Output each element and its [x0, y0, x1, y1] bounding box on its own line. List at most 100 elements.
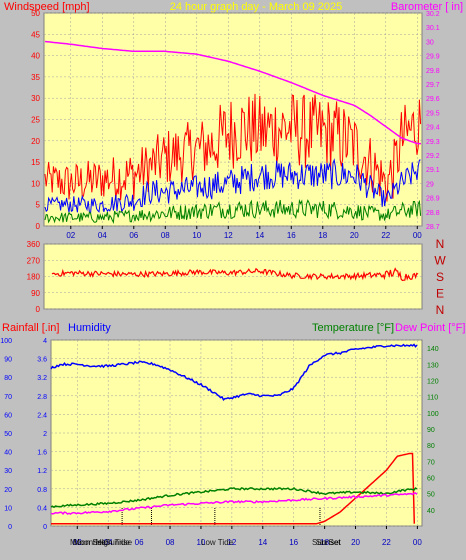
- humidity-tick-label: 40: [4, 450, 12, 457]
- windspeed-axis-ticks: 0 5 10 15 20 25 30 35 40 45 50: [31, 9, 40, 231]
- windspeed-tick-label: 50: [31, 9, 40, 18]
- windspeed-axis-label: Windspeed [mph]: [4, 1, 90, 13]
- temperature-tick-label: 90: [427, 427, 435, 434]
- humidity-tick-label: 80: [4, 375, 12, 382]
- series-line-1: [44, 158, 421, 214]
- rainfall-tick-label: 2.8: [37, 394, 47, 401]
- temperature-axis-ticks: 40 50 60 70 80 90 100 110 120 130 140: [427, 346, 439, 515]
- event-label: High Tide: [96, 538, 130, 547]
- rainfall-tick-label: 1.6: [37, 450, 47, 457]
- series-line-2: [44, 198, 422, 224]
- wind-direction-line: [51, 267, 419, 282]
- x-tick-label: 10: [192, 231, 201, 240]
- windspeed-tick-label: 25: [31, 116, 40, 125]
- temperature-tick-label: 110: [427, 395, 438, 402]
- temperature-tick-label: 130: [427, 362, 439, 369]
- temperature-tick-label: 100: [427, 411, 439, 418]
- barometer-tick-label: 29.6: [426, 96, 440, 103]
- event-label: Moon Set: [70, 538, 105, 547]
- humidity-tick-label: 0: [8, 524, 12, 531]
- rain-hum-temp-series: [50, 343, 418, 525]
- x-tick-label: 16: [287, 231, 296, 240]
- rainfall-tick-label: 3.2: [37, 375, 47, 382]
- wind-x-axis-ticks: 02 04 06 08 10 12 14 16 18 20 22 00: [66, 226, 422, 240]
- event-label: Sun Set: [312, 538, 341, 547]
- x-tick-label: 14: [258, 538, 267, 547]
- rainfall-tick-label: 2.4: [37, 412, 47, 419]
- barometer-tick-label: 30: [426, 39, 434, 46]
- windspeed-tick-label: 20: [31, 137, 40, 146]
- series-rainfall-in-: [51, 452, 416, 525]
- graph-title: 24 hour graph day - March 09 2025: [170, 1, 342, 13]
- compass-label: N: [436, 237, 445, 251]
- barometer-tick-label: 29: [426, 181, 434, 188]
- compass-label: S: [436, 270, 444, 284]
- x-tick-label: 00: [413, 231, 422, 240]
- x-tick-label: 02: [66, 231, 75, 240]
- temperature-tick-label: 60: [427, 475, 435, 482]
- x-tick-label: 08: [166, 538, 175, 547]
- humidity-axis-ticks: 0 10 20 30 40 50 60 70 80 90 100: [0, 338, 12, 531]
- windspeed-tick-label: 30: [31, 94, 40, 103]
- x-tick-label: 12: [227, 538, 236, 547]
- barometer-tick-label: 28.9: [426, 196, 440, 203]
- x-tick-label: 10: [196, 538, 205, 547]
- barometer-tick-label: 30.1: [426, 25, 440, 32]
- legend-dewpoint: Dew Point [°F]: [395, 322, 465, 334]
- compass-label: E: [436, 287, 444, 301]
- rainfall-tick-label: 2: [43, 431, 47, 438]
- humidity-tick-label: 30: [4, 468, 12, 475]
- wind-plot-series: [44, 40, 422, 224]
- direction-tick-label: 180: [27, 273, 41, 282]
- x-tick-label: 06: [129, 231, 138, 240]
- barometer-tick-label: 29.5: [426, 110, 440, 117]
- x-tick-label: 22: [382, 538, 391, 547]
- x-tick-label: 20: [350, 231, 359, 240]
- temperature-tick-label: 120: [427, 378, 439, 385]
- rainfall-tick-label: 0.4: [37, 505, 47, 512]
- x-tick-label: 04: [104, 538, 113, 547]
- humidity-tick-label: 10: [4, 505, 12, 512]
- rainfall-tick-label: 4: [43, 338, 47, 345]
- event-label: Moonrise: [73, 538, 106, 547]
- barometer-tick-label: 28.7: [426, 224, 440, 231]
- legend-rainfall: Rainfall [.in]: [2, 322, 59, 334]
- rainfall-tick-label: 0: [43, 524, 47, 531]
- barometer-tick-label: 29.1: [426, 167, 440, 174]
- wind-direction-series: [51, 267, 419, 282]
- direction-tick-label: 360: [27, 240, 41, 249]
- barometer-axis-label: Barometer [ in]: [391, 1, 463, 13]
- humidity-tick-label: 60: [4, 412, 12, 419]
- humidity-tick-label: 50: [4, 431, 12, 438]
- event-label: Sunrise: [105, 538, 133, 547]
- humidity-tick-label: 90: [4, 357, 12, 364]
- humidity-tick-label: 100: [0, 338, 12, 345]
- barometer-tick-label: 29.4: [426, 125, 440, 132]
- barometer-tick-label: 29.8: [426, 68, 440, 75]
- rainfall-axis-ticks: 0 0.4 0.8 1.2 1.6 2 2.4 2.8 3.2 3.6 4: [37, 338, 47, 531]
- x-tick-label: 16: [289, 538, 298, 547]
- barometer-tick-label: 30.2: [426, 11, 440, 18]
- x-tick-label: 18: [318, 231, 327, 240]
- temperature-tick-label: 80: [427, 443, 435, 450]
- x-tick-label: 18: [320, 538, 329, 547]
- legend-humidity: Humidity: [68, 322, 111, 334]
- direction-tick-label: 270: [27, 256, 41, 265]
- barometer-tick-label: 29.9: [426, 54, 440, 61]
- temperature-tick-label: 140: [427, 346, 439, 353]
- legend-temperature: Temperature [°F]: [312, 322, 394, 334]
- event-label: Sunset: [316, 538, 342, 547]
- x-tick-label: 14: [255, 231, 264, 240]
- series-temperature-f-: [50, 487, 418, 509]
- series-humidity: [50, 343, 418, 401]
- windspeed-tick-label: 40: [31, 52, 40, 61]
- barometer-tick-label: 29.7: [426, 82, 440, 89]
- series-dew-point-f-: [50, 492, 418, 516]
- x-tick-label: 00: [413, 538, 422, 547]
- wind-direction-axis-ticks: 360 270 180 90 0: [27, 240, 41, 314]
- windspeed-tick-label: 10: [31, 179, 40, 188]
- x-tick-label: 22: [381, 231, 390, 240]
- event-label: Low Tide: [201, 538, 234, 547]
